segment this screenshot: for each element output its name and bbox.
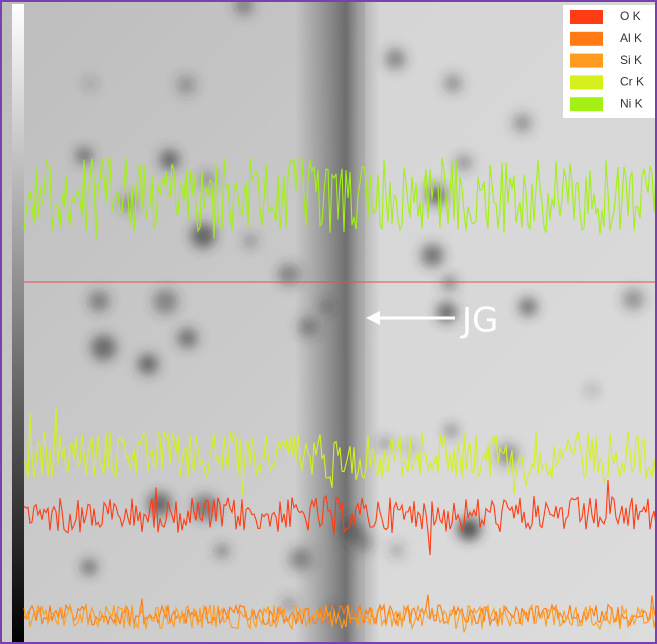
feature [244, 234, 257, 248]
feature [519, 297, 537, 316]
feature [153, 289, 178, 314]
feature [442, 276, 457, 291]
feature [512, 113, 532, 133]
legend-label: Al K [620, 31, 642, 45]
feature [281, 596, 298, 613]
feature [215, 544, 229, 558]
legend-swatch [570, 75, 603, 90]
feature [385, 48, 406, 70]
feature [279, 271, 288, 280]
feature [622, 288, 645, 311]
legend-items: O K Al K Si K Cr K Ni K [570, 9, 644, 112]
feature [176, 75, 197, 96]
feature [90, 334, 117, 361]
feature [288, 547, 312, 571]
legend-label: Si K [620, 53, 642, 67]
feature [84, 78, 96, 89]
feature [298, 316, 319, 337]
feature [421, 244, 444, 267]
feature [137, 354, 159, 375]
profile [23, 479, 657, 556]
feature [76, 147, 93, 164]
profile [23, 602, 657, 633]
annotation: JG [460, 301, 498, 341]
feature [340, 517, 363, 540]
legend-swatch [570, 97, 603, 112]
legend-label: O K [620, 9, 641, 23]
feature [177, 328, 198, 349]
features [76, 0, 645, 617]
feature [160, 150, 179, 169]
profile [23, 408, 657, 496]
feature [199, 171, 216, 188]
legend-label: Cr K [620, 75, 644, 89]
feature [234, 0, 254, 15]
feature [278, 262, 302, 286]
legend-label: Ni K [620, 96, 643, 110]
feature [380, 438, 390, 449]
feature [88, 290, 110, 312]
legend-swatch [570, 31, 603, 46]
profiles [23, 155, 657, 633]
arrow-head [366, 311, 380, 325]
feature [320, 301, 332, 312]
feature [81, 559, 97, 575]
feature [190, 223, 216, 248]
feature [443, 74, 463, 93]
legend-swatch [570, 53, 603, 68]
scale-bar [12, 4, 24, 644]
profile [23, 155, 657, 240]
feature [456, 155, 472, 171]
feature [389, 543, 404, 558]
feature [587, 385, 597, 395]
feature [147, 492, 172, 516]
feature [445, 425, 457, 437]
legend-swatch [570, 10, 603, 24]
